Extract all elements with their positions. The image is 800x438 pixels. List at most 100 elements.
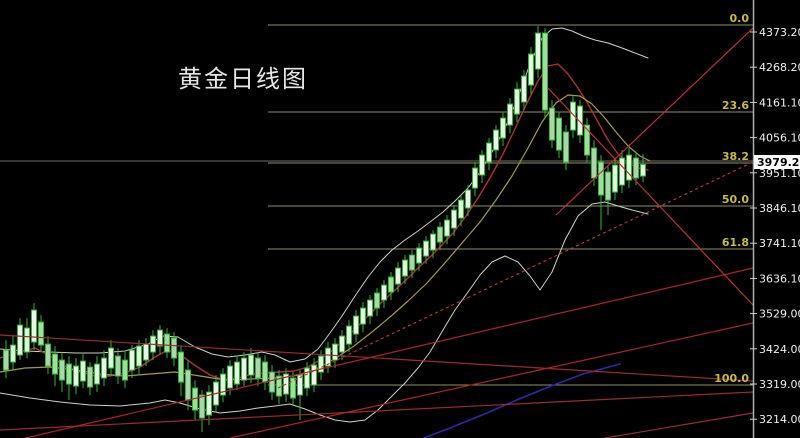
- current-price-tag: 3979.23: [757, 156, 800, 169]
- candle-body: [493, 129, 499, 151]
- candle: [493, 125, 499, 159]
- candle-body: [171, 337, 177, 359]
- candle: [234, 355, 240, 391]
- price-axis-label: 3424.00: [759, 343, 800, 356]
- price-axis-label: 4268.20: [759, 61, 800, 74]
- candle-body: [38, 321, 44, 346]
- candle: [381, 280, 387, 309]
- candle: [465, 185, 471, 217]
- candle-body: [472, 167, 478, 189]
- candle: [220, 368, 226, 403]
- candle-body: [45, 343, 51, 367]
- candle-body: [269, 371, 275, 393]
- candle-body: [570, 101, 576, 131]
- candle-body: [73, 365, 79, 387]
- candle-body: [388, 276, 394, 293]
- price-axis-label: 4161.10: [759, 96, 800, 109]
- candle: [192, 380, 198, 421]
- candle: [521, 70, 527, 111]
- candle: [10, 335, 16, 371]
- candle-body: [10, 344, 16, 363]
- dotted-rising-trendline: [277, 161, 753, 389]
- candle: [388, 272, 394, 301]
- candle: [38, 315, 44, 353]
- candle: [472, 162, 478, 197]
- bollinger-upper-band: [0, 27, 649, 363]
- candle-body: [416, 247, 422, 264]
- candle: [206, 385, 212, 426]
- candle-body: [521, 75, 527, 103]
- candle: [3, 340, 9, 379]
- candle: [542, 28, 548, 119]
- candle: [430, 230, 436, 259]
- candle-body: [423, 240, 429, 257]
- candle-body: [108, 347, 114, 369]
- candle-body: [395, 267, 401, 285]
- candle-body: [339, 335, 345, 353]
- candle-body: [598, 161, 604, 196]
- price-axis-label: 3214.00: [759, 413, 800, 426]
- candle-body: [87, 366, 93, 388]
- candle: [619, 150, 625, 194]
- candle-body: [178, 351, 184, 383]
- candle-body: [241, 357, 247, 381]
- candle: [59, 352, 65, 393]
- candle-body: [3, 349, 9, 371]
- candle-body: [248, 354, 254, 376]
- candle: [556, 112, 562, 159]
- candle-body: [577, 105, 583, 136]
- candle-body: [402, 259, 408, 277]
- candle: [332, 338, 338, 369]
- candle-body: [612, 164, 618, 193]
- price-axis-label: 4056.10: [759, 132, 800, 145]
- bottom-right-trendline: [604, 412, 753, 438]
- price-axis-label: 4373.20: [759, 26, 800, 39]
- candle: [507, 98, 513, 134]
- candle-body: [528, 53, 534, 86]
- candle: [374, 288, 380, 317]
- fib-labels-layer: 0.0 23.6 38.2 50.0 61.8 100.0: [714, 12, 749, 385]
- candle: [115, 348, 121, 385]
- candle: [325, 342, 331, 374]
- candle: [633, 152, 639, 186]
- candle: [45, 336, 51, 375]
- candle-body: [122, 359, 128, 381]
- candle: [514, 82, 520, 123]
- candle-body: [227, 365, 233, 389]
- candle: [185, 360, 191, 411]
- candle: [416, 243, 422, 272]
- candle: [241, 352, 247, 387]
- candle: [437, 222, 443, 251]
- candle-body: [304, 367, 310, 389]
- fib-label: 61.8: [722, 236, 749, 249]
- candle: [164, 328, 170, 359]
- candle-body: [591, 147, 597, 179]
- candle-body: [143, 343, 149, 361]
- candle: [52, 346, 58, 387]
- candle-body: [66, 363, 72, 385]
- candle: [444, 215, 450, 245]
- candle-body: [360, 307, 366, 325]
- fib-label: 0.0: [730, 12, 750, 25]
- candle: [367, 295, 373, 325]
- slow-ma-yellow: [0, 94, 651, 381]
- candle-body: [276, 375, 282, 397]
- candle: [409, 250, 415, 279]
- candle-body: [164, 333, 170, 353]
- candle-body: [311, 364, 317, 386]
- candle-body: [500, 117, 506, 139]
- support-trendline-steeper: [229, 322, 753, 438]
- fib-label: 38.2: [722, 150, 749, 163]
- candle-body: [451, 209, 457, 229]
- candle-body: [458, 199, 464, 219]
- candle-body: [563, 131, 569, 163]
- candle: [73, 358, 79, 395]
- candle: [549, 100, 555, 149]
- candle-body: [220, 373, 226, 396]
- candle: [486, 138, 492, 171]
- candle: [108, 340, 114, 377]
- candle: [570, 95, 576, 139]
- candle-body: [31, 309, 37, 343]
